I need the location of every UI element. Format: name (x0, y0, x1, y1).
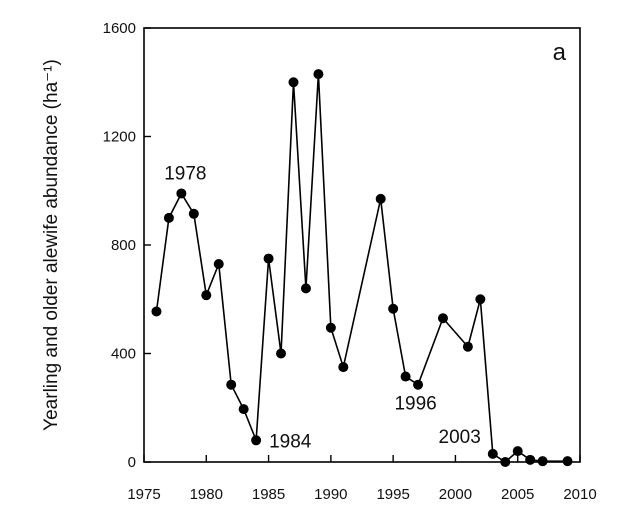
x-tick-label: 1975 (127, 486, 160, 503)
x-tick-label: 2010 (563, 486, 596, 503)
data-point (163, 212, 174, 223)
data-point (562, 456, 573, 467)
y-axis: 0 400 800 1200 1600 (103, 20, 151, 471)
data-point (462, 341, 473, 352)
x-tick-label: 1985 (252, 486, 285, 503)
annotation-label: 1984 (269, 431, 312, 452)
y-tick-label: 1600 (103, 20, 136, 37)
data-point (213, 258, 224, 269)
data-point (151, 306, 162, 317)
data-point (500, 457, 511, 467)
data-point (413, 379, 424, 390)
data-point (238, 404, 249, 415)
data-point (226, 379, 237, 390)
y-tick-label: 1200 (103, 129, 136, 146)
annotation-label: 1996 (394, 394, 436, 415)
data-point (263, 253, 274, 264)
x-tick-label: 1980 (190, 486, 223, 503)
annotation-label: 1978 (164, 163, 206, 184)
data-point (525, 454, 536, 465)
data-point (288, 77, 299, 88)
data-point (176, 188, 187, 199)
panel-label: a (553, 39, 567, 66)
data-point (512, 446, 523, 457)
data-point (487, 448, 498, 459)
annotation-label: 2003 (439, 427, 481, 448)
data-point (201, 290, 212, 301)
data-point (276, 348, 287, 359)
data-point (437, 313, 448, 324)
x-axis: 1975 1980 1985 1990 1995 2000 2005 2010 (127, 455, 597, 503)
x-tick-label: 1995 (376, 486, 409, 503)
data-point (537, 456, 548, 467)
data-point (300, 283, 311, 294)
data-markers (151, 69, 573, 467)
data-point (400, 371, 411, 382)
y-tick-label: 800 (111, 237, 136, 254)
data-point (338, 362, 349, 373)
data-point (375, 193, 386, 204)
y-tick-label: 0 (128, 454, 136, 471)
data-point (325, 322, 336, 333)
x-tick-label: 1990 (314, 486, 347, 503)
data-point (251, 435, 262, 446)
x-tick-label: 2000 (439, 486, 472, 503)
data-point (388, 303, 399, 314)
y-tick-label: 400 (111, 346, 136, 363)
y-axis-title: Yearling and older alewife abundance (ha… (41, 59, 62, 431)
data-point (475, 294, 486, 305)
plot-frame (143, 27, 581, 463)
x-tick-label: 2005 (501, 486, 534, 503)
data-point (188, 208, 199, 219)
data-point (313, 69, 324, 80)
